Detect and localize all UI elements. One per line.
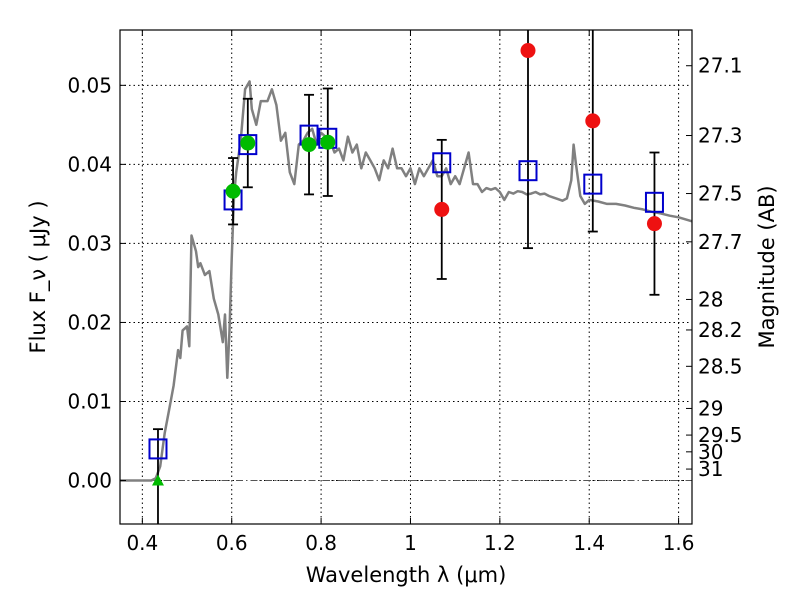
grid-lines [120,30,692,524]
error-bars [152,30,660,524]
model-flux-square [518,160,538,182]
y-tick-label: 0.05 [67,73,112,97]
observed-point-green [225,183,241,199]
observed-point-green [240,135,256,151]
observed-point-green [301,137,317,153]
x-tick-label: 0.6 [216,531,248,555]
y-tick-label: 0.00 [67,469,112,493]
mag-tick-label: 27.1 [698,54,743,78]
y-tick-label: 0.03 [67,231,112,255]
mag-tick-label: 29.5 [698,423,743,447]
x-tick-label: 0.8 [305,531,337,555]
model-flux-square [148,438,168,460]
mag-tick-label: 28 [698,287,723,311]
mag-tick-label: 27.7 [698,230,743,254]
x-tick-label: 0.4 [126,531,158,555]
x-tick-label: 1.6 [663,531,695,555]
x-tick-label: 1 [404,531,417,555]
y-tick-label: 0.04 [67,152,112,176]
observed-point-red [646,216,662,232]
x-axis-ticks: 0.4 0.6 0.8 1 1.2 1.4 1.6 [126,30,695,555]
right-axis-label: Magnitude (AB) [755,185,779,348]
mag-tick-label: 29 [698,396,723,420]
upper-limit-triangle [151,474,164,486]
observed-point-green [320,134,336,150]
x-tick-label: 1.2 [484,531,516,555]
mag-tick-label: 28.5 [698,354,743,378]
observed-points [151,43,662,486]
observed-point-red [520,43,536,59]
model-flux-square [432,152,452,174]
y-tick-label: 0.01 [67,389,112,413]
y-axis-label: Flux F_ν ( μJy ) [26,200,51,353]
x-tick-label: 1.4 [573,531,605,555]
y-axis-ticks: 0.00 0.01 0.02 0.03 0.04 0.05 [67,73,126,493]
observed-point-red [434,201,450,217]
plot-frame [119,29,693,525]
y-tick-label: 0.02 [67,310,112,334]
mag-tick-label: 27.3 [698,124,743,148]
mag-tick-label: 30 [698,440,723,464]
observed-point-red [585,113,601,129]
mag-tick-label: 31 [698,457,723,481]
model-spectrum-line [120,80,693,482]
model-flux-squares [148,124,664,460]
mag-tick-label: 28.2 [698,318,743,342]
model-flux-square [238,134,258,156]
x-axis-label: Wavelength λ (μm) [306,563,507,587]
mag-tick-label: 27.5 [698,182,743,206]
model-flux-square [583,173,603,195]
model-flux-square [644,191,664,213]
